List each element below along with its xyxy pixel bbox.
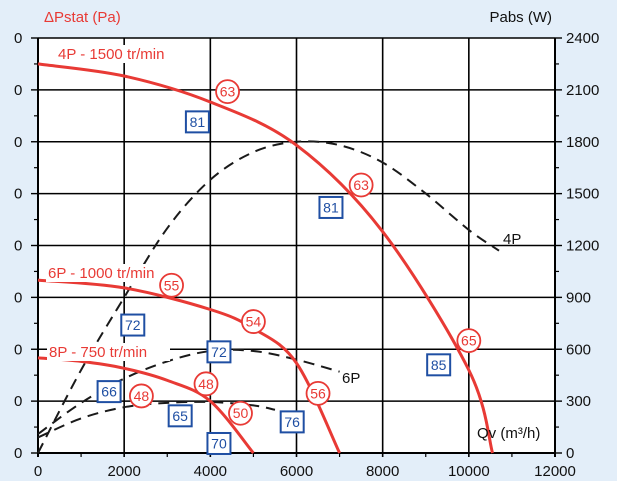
series-label-background: [47, 343, 170, 361]
noise-value: 66: [101, 384, 117, 400]
right-tick-label: 300: [566, 393, 591, 410]
x-tick-label: 8000: [366, 463, 399, 480]
efficiency-circle: [193, 371, 219, 397]
noise-value: 70: [211, 435, 227, 451]
right-tick-label: 2400: [566, 30, 599, 47]
tick-labels: 0 2000 4000 6000 8000 10000 120000300600900120…: [14, 30, 599, 480]
series-label-background: [46, 264, 178, 282]
power-curve-label: 6P: [342, 370, 360, 387]
efficiency-circle: [159, 272, 184, 298]
left-tick-label: 0: [14, 289, 22, 306]
efficiency-value: 63: [353, 177, 369, 193]
x-tick-label: 4000: [194, 463, 227, 480]
series-label: 4P - 1500 tr/min: [58, 46, 164, 63]
x-tick-label: 10000: [448, 463, 490, 480]
right-tick-label: 1500: [566, 186, 599, 203]
efficiency-value: 55: [164, 277, 180, 293]
right-tick-label: 900: [566, 289, 591, 306]
noise-box: [184, 110, 210, 134]
x-tick-label: 6000: [280, 463, 313, 480]
noise-value: 72: [211, 344, 227, 360]
noise-value: 81: [323, 199, 339, 215]
noise-box: [318, 195, 344, 219]
right-axis-title: Pabs (W): [489, 9, 552, 26]
power-curve-8p: [37, 400, 276, 439]
left-axis-title: ΔPstat (Pa): [44, 9, 121, 26]
left-tick-label: 0: [14, 341, 22, 358]
efficiency-circle: [456, 328, 482, 354]
x-tick-label: 0: [34, 463, 42, 480]
left-tick-label: 0: [14, 134, 22, 151]
noise-value: 85: [431, 357, 447, 373]
power-curve-label: 4P: [503, 231, 521, 248]
noise-box: [120, 313, 146, 337]
noise-value: 81: [190, 114, 206, 130]
efficiency-circle: [348, 172, 374, 198]
left-tick-label: 0: [14, 186, 22, 203]
efficiency-circle: [215, 79, 240, 105]
noise-box: [206, 340, 232, 364]
efficiency-value: 65: [461, 333, 477, 349]
left-tick-label: 0: [14, 30, 22, 47]
right-tick-label: 0: [566, 445, 574, 462]
noise-box: [206, 431, 232, 455]
efficiency-value: 48: [198, 376, 214, 392]
pressure-curve-2: [37, 278, 341, 454]
pressure-curves: [37, 62, 494, 454]
right-tick-label: 1200: [566, 238, 599, 255]
left-tick-label: 0: [14, 445, 22, 462]
series-label-background: [56, 45, 188, 63]
power-curve-4p: [37, 140, 500, 454]
efficiency-circle: [228, 400, 253, 426]
noise-box: [96, 380, 122, 404]
noise-box: [426, 353, 452, 377]
left-tick-label: 0: [14, 238, 22, 255]
efficiency-circle: [241, 309, 266, 334]
right-tick-label: 600: [566, 341, 591, 358]
efficiency-value: 54: [246, 314, 262, 330]
efficiency-value: 48: [134, 388, 150, 404]
noise-box: [167, 404, 193, 428]
efficiency-value: 63: [220, 84, 236, 100]
x-tick-label: 12000: [534, 463, 576, 480]
series-label: 6P - 1000 tr/min: [48, 265, 154, 282]
noise-value: 72: [125, 317, 141, 333]
right-tick-label: 1800: [566, 134, 599, 151]
efficiency-and-noise-markers: 63 63 65 55 54 56 48 48 50 81 81 85 72 72 76 66 65 70: [96, 79, 482, 455]
efficiency-circle: [128, 383, 154, 409]
right-tick-label: 2100: [566, 82, 599, 99]
left-tick-label: 0: [14, 393, 22, 410]
left-tick-label: 0: [14, 82, 22, 99]
noise-value: 65: [172, 408, 188, 424]
curve-labels: 4P - 1500 tr/min 6P - 1000 tr/min 8P - 750…: [46, 45, 521, 387]
x-tick-label: 2000: [107, 463, 140, 480]
series-label: 8P - 750 tr/min: [49, 344, 147, 361]
x-axis-title: Qv (m³/h): [477, 425, 540, 442]
noise-box: [279, 410, 305, 434]
efficiency-value: 56: [310, 385, 326, 401]
efficiency-circle: [305, 380, 331, 406]
pressure-curve-3: [37, 356, 255, 454]
efficiency-value: 50: [233, 405, 249, 421]
noise-value: 76: [284, 414, 300, 430]
pressure-curve-1: [37, 62, 494, 454]
